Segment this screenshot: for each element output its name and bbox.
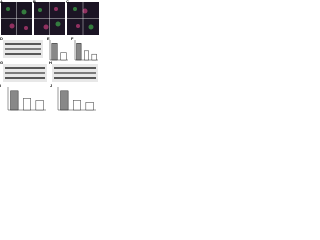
bar <box>85 102 94 111</box>
magenta-signal <box>9 7 88 30</box>
green-signal <box>6 7 94 30</box>
panel-label: I <box>0 83 1 88</box>
bar <box>51 43 58 61</box>
bar <box>23 98 32 111</box>
panel-label: C <box>66 0 69 4</box>
blots <box>3 40 98 82</box>
bar <box>60 90 69 111</box>
bar-plots <box>7 40 98 111</box>
bar <box>10 90 19 111</box>
micrographs <box>1 2 99 35</box>
bar <box>60 52 67 61</box>
panel-label: A <box>0 0 3 4</box>
bar <box>91 53 97 61</box>
panel-label: H <box>49 60 52 65</box>
panel-label: G <box>0 60 3 65</box>
panel-label: J <box>50 83 52 88</box>
bar <box>76 43 82 61</box>
figure: A B C D E F G H I J <box>0 0 99 111</box>
panel-label: F <box>71 36 74 41</box>
bar <box>83 50 89 61</box>
panel-label: E <box>47 36 50 41</box>
bar <box>35 100 44 111</box>
bar <box>72 100 81 111</box>
grid-dividers <box>1 2 99 35</box>
bands <box>5 43 96 79</box>
panel-labels: A B C D E F G H I J <box>0 0 74 88</box>
panel-label: D <box>0 36 3 41</box>
panel-label: B <box>33 0 36 4</box>
